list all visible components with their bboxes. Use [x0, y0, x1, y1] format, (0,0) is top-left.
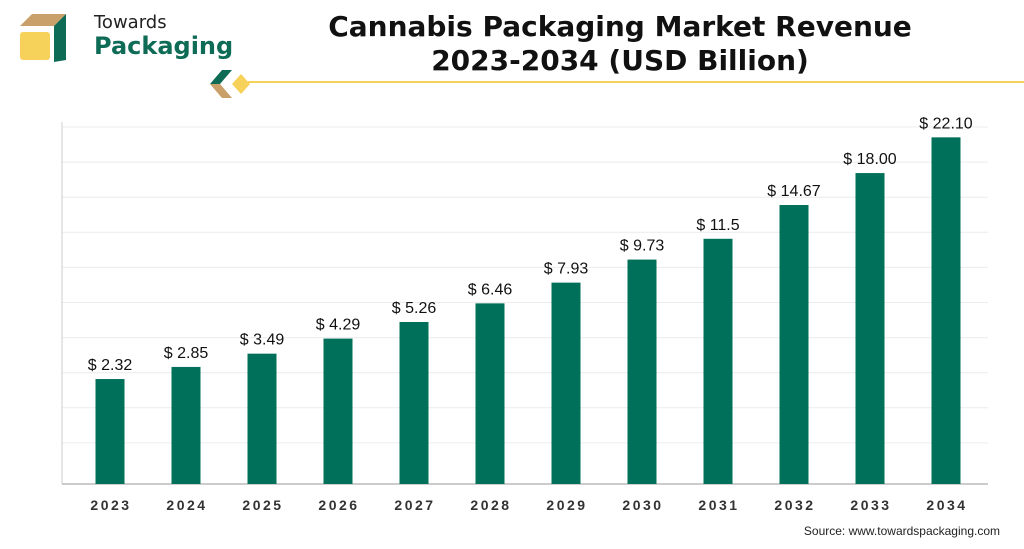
value-label: $ 7.93: [544, 261, 589, 278]
value-label: $ 3.49: [240, 332, 285, 349]
chart-title: Cannabis Packaging Market Revenue 2023-2…: [250, 10, 990, 78]
gridlines: [62, 126, 988, 444]
x-tick-label: 2034: [926, 497, 967, 513]
bar-2028: [475, 303, 505, 484]
bar-2031: [703, 238, 733, 484]
bar-2026: [323, 338, 353, 484]
x-tick-label: 2026: [318, 497, 359, 513]
value-label: $ 9.73: [620, 238, 665, 255]
value-label: $ 18.00: [843, 151, 896, 168]
x-tick-label: 2032: [774, 497, 815, 513]
bar-2027: [399, 322, 429, 484]
bar-2032: [779, 205, 809, 484]
x-tick-label: 2029: [546, 497, 587, 513]
value-label: $ 2.32: [88, 357, 133, 374]
x-tick-label: 2025: [242, 497, 283, 513]
value-label: $ 2.85: [164, 345, 209, 362]
x-tick-label: 2023: [90, 497, 131, 513]
title-line-1: Cannabis Packaging Market Revenue: [328, 10, 912, 43]
bar-2023: [95, 379, 125, 484]
logo-box-icon: [20, 14, 66, 62]
title-underline: [248, 81, 1024, 83]
x-tick-label: 2024: [166, 497, 207, 513]
x-tick-label: 2027: [394, 497, 435, 513]
logo-text-towards: Towards: [94, 12, 167, 33]
x-tick-label: 2033: [850, 497, 891, 513]
title-line-2: 2023-2034 (USD Billion): [431, 44, 809, 77]
value-label: $ 14.67: [767, 183, 820, 200]
value-label: $ 6.46: [468, 281, 513, 298]
value-label: $ 11.5: [696, 217, 739, 234]
bar-2029: [551, 282, 581, 484]
logo: Towards Packaging: [18, 12, 233, 69]
logo-text-packaging: Packaging: [94, 32, 234, 60]
bar-2033: [855, 173, 885, 485]
value-label: $ 4.29: [316, 317, 361, 334]
bar-2024: [171, 366, 201, 484]
x-tick-label: 2028: [470, 497, 511, 513]
source-note: Source: www.towardspackaging.com: [803, 524, 1000, 538]
bar-2025: [247, 353, 277, 484]
diamond-arrow-icon: [210, 70, 250, 98]
x-tick-label: 2031: [698, 497, 739, 513]
x-tick-label: 2030: [622, 497, 663, 513]
bar-2030: [627, 259, 657, 484]
bars: $ 2.32 2023 $ 2.85 2024 $ 3.49 2025 $ 4.29 2026…: [88, 115, 973, 513]
value-label: $ 5.26: [392, 300, 437, 317]
value-label: $ 22.10: [919, 115, 972, 132]
bar-2034: [931, 137, 961, 485]
